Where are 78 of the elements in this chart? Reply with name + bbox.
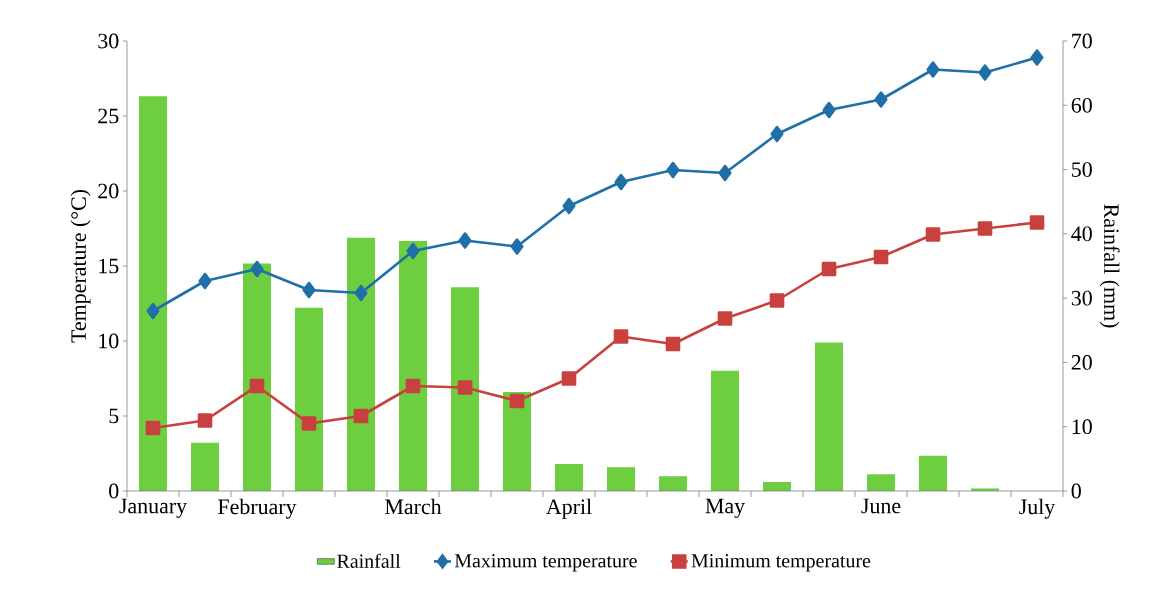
point	[197, 413, 213, 428]
x-tick-label: January	[119, 498, 187, 518]
y-tick-label: 20	[98, 183, 119, 199]
legend-label: Minimum temperature	[691, 554, 871, 572]
point	[457, 380, 473, 395]
point	[198, 272, 212, 290]
bar	[919, 455, 948, 491]
point	[561, 371, 577, 386]
point	[562, 197, 576, 215]
point	[250, 260, 264, 278]
point	[145, 420, 161, 436]
bar	[815, 342, 844, 491]
point	[718, 164, 732, 182]
point	[613, 329, 629, 344]
point	[510, 238, 524, 255]
x-tick-label: February	[218, 498, 297, 519]
point	[406, 242, 420, 260]
bar	[243, 263, 271, 491]
bar	[659, 476, 688, 491]
point	[822, 101, 836, 119]
point	[146, 302, 160, 320]
x-tick-label: July	[1019, 498, 1056, 519]
point	[665, 336, 681, 352]
bar	[503, 392, 531, 491]
y2-axis-title: Rainfall (mm)	[1099, 204, 1120, 328]
x-tick-label: April	[546, 498, 592, 519]
x-tick-label: March	[385, 498, 442, 515]
y2-tick-label: 10	[1072, 419, 1092, 435]
point	[354, 284, 368, 302]
point	[717, 311, 733, 326]
point	[666, 161, 680, 179]
bar	[867, 474, 896, 491]
bar	[191, 442, 219, 491]
point	[926, 61, 940, 78]
bar	[295, 307, 323, 491]
point	[1030, 49, 1044, 66]
bar	[399, 240, 427, 491]
point	[873, 249, 889, 265]
y-tick-label: 30	[98, 33, 119, 49]
x-tick-label: June	[861, 498, 901, 514]
point	[458, 232, 472, 249]
point	[614, 173, 628, 191]
point	[977, 221, 993, 236]
y2-tick-label: 0	[1071, 483, 1081, 499]
point	[1029, 215, 1045, 230]
y-tick-label: 10	[99, 333, 119, 349]
point	[509, 393, 525, 409]
legend-label: Rainfall	[337, 553, 401, 568]
y2-tick-label: 60	[1071, 97, 1092, 113]
point	[249, 378, 265, 394]
bar	[607, 467, 636, 491]
bar	[555, 464, 583, 491]
bar	[451, 287, 479, 491]
y2-tick-label: 40	[1071, 226, 1092, 242]
legend-label: Maximum temperature	[454, 554, 637, 572]
point	[770, 125, 784, 143]
point	[302, 281, 316, 299]
y-tick-label: 15	[99, 258, 119, 274]
y-axis-title: Temperature (°C)	[70, 189, 91, 343]
y-tick-label: 5	[109, 408, 119, 424]
y-tick-label: 25	[98, 108, 119, 124]
point	[301, 416, 317, 431]
y2-tick-label: 30	[1071, 290, 1092, 306]
y-tick-label: 0	[109, 483, 119, 499]
bar	[711, 370, 740, 491]
point	[978, 64, 992, 81]
point	[821, 261, 837, 277]
x-tick-label: May	[705, 498, 746, 518]
bar	[347, 237, 375, 491]
y2-tick-label: 70	[1072, 33, 1092, 49]
point	[925, 227, 941, 242]
y2-tick-label: 50	[1072, 162, 1092, 177]
point	[353, 408, 369, 424]
bar	[139, 96, 167, 491]
y2-tick-label: 20	[1071, 355, 1092, 370]
point	[405, 378, 421, 394]
point	[769, 293, 785, 308]
point	[874, 91, 888, 108]
